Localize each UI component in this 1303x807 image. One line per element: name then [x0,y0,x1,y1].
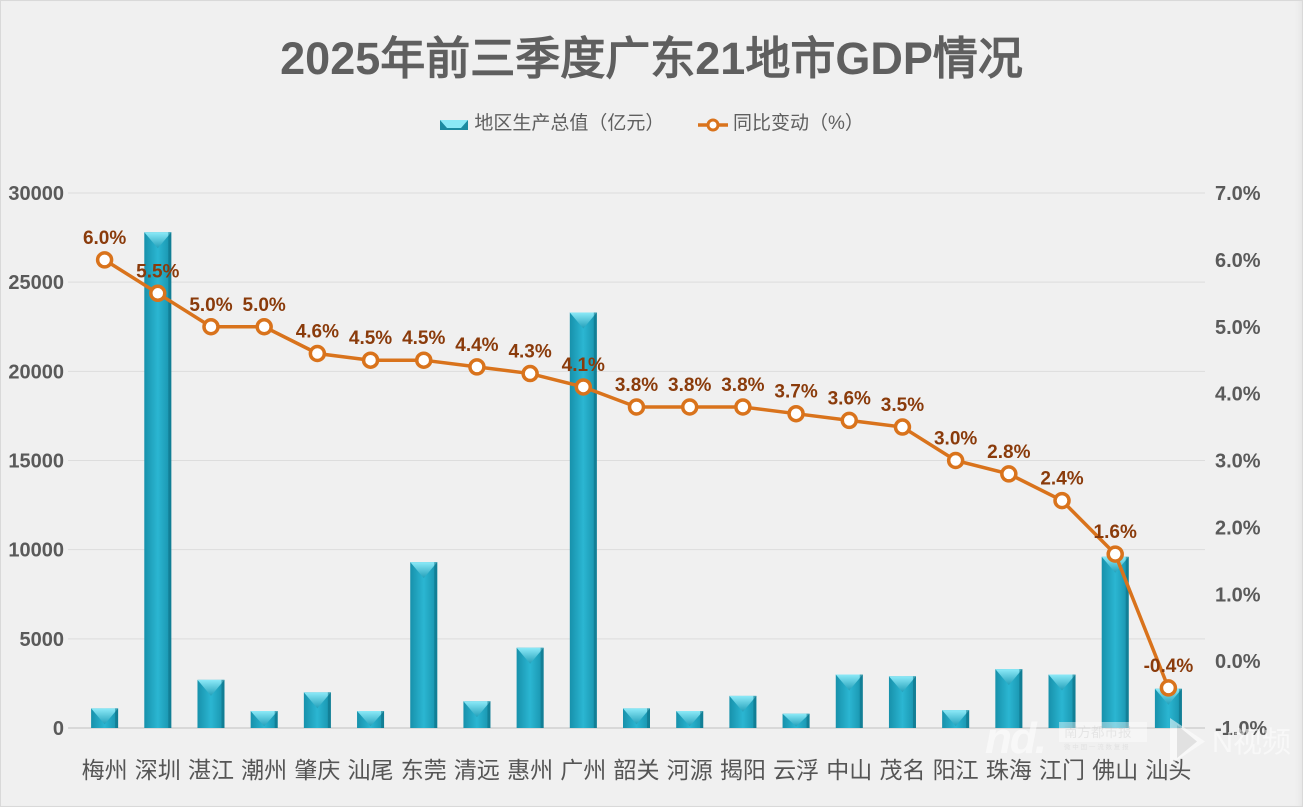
svg-text:3.7%: 3.7% [774,382,817,403]
svg-text:2.8%: 2.8% [987,442,1030,463]
svg-text:0: 0 [53,718,64,740]
svg-text:云浮: 云浮 [773,757,819,783]
svg-text:肇庆: 肇庆 [294,757,340,783]
svg-text:广州: 广州 [560,757,606,783]
svg-text:3.8%: 3.8% [615,375,658,396]
svg-text:30000: 30000 [8,183,64,205]
svg-text:4.3%: 4.3% [508,342,551,363]
svg-text:韶关: 韶关 [614,757,660,783]
svg-text:5.0%: 5.0% [243,295,286,316]
svg-text:3.8%: 3.8% [721,375,764,396]
svg-text:3.0%: 3.0% [934,429,977,450]
svg-text:汕头: 汕头 [1145,757,1191,783]
svg-text:茂名: 茂名 [879,757,925,783]
svg-text:4.4%: 4.4% [455,335,498,356]
svg-text:河源: 河源 [667,757,713,783]
svg-text:-1.0%: -1.0% [1215,718,1267,740]
svg-text:2.4%: 2.4% [1040,469,1083,490]
svg-text:5.0%: 5.0% [1215,317,1261,339]
svg-text:珠海: 珠海 [986,757,1032,783]
svg-text:4.0%: 4.0% [1215,384,1261,406]
svg-text:4.5%: 4.5% [402,328,445,349]
svg-text:1.0%: 1.0% [1215,584,1261,606]
svg-text:揭阳: 揭阳 [720,757,766,783]
svg-text:4.1%: 4.1% [562,355,605,376]
svg-text:25000: 25000 [8,272,64,294]
svg-text:3.8%: 3.8% [668,375,711,396]
svg-text:东莞: 东莞 [401,757,447,783]
svg-text:10000: 10000 [8,540,64,562]
svg-text:汕尾: 汕尾 [348,757,394,783]
svg-text:5000: 5000 [20,629,65,651]
svg-text:15000: 15000 [8,451,64,473]
svg-text:6.0%: 6.0% [1215,250,1261,272]
svg-text:阳江: 阳江 [933,757,979,783]
svg-text:7.0%: 7.0% [1215,183,1261,205]
svg-text:6.0%: 6.0% [83,228,126,249]
svg-text:4.5%: 4.5% [349,328,392,349]
svg-text:5.5%: 5.5% [136,261,179,282]
svg-text:3.6%: 3.6% [828,388,871,409]
svg-text:潮州: 潮州 [241,757,287,783]
svg-text:3.5%: 3.5% [881,395,924,416]
svg-text:湛江: 湛江 [188,757,234,783]
svg-text:1.6%: 1.6% [1094,522,1137,543]
svg-text:中山: 中山 [826,757,872,783]
svg-text:-0.4%: -0.4% [1144,656,1194,677]
svg-text:佛山: 佛山 [1092,757,1138,783]
svg-text:梅州: 梅州 [82,757,128,783]
svg-text:20000: 20000 [8,361,64,383]
svg-text:3.0%: 3.0% [1215,451,1261,473]
svg-text:深圳: 深圳 [135,757,181,783]
svg-text:5.0%: 5.0% [189,295,232,316]
svg-text:0.0%: 0.0% [1215,651,1261,673]
svg-text:4.6%: 4.6% [296,322,339,343]
svg-text:江门: 江门 [1039,757,1085,783]
svg-text:2.0%: 2.0% [1215,517,1261,539]
svg-text:惠州: 惠州 [507,757,553,783]
svg-text:清远: 清远 [454,757,500,783]
